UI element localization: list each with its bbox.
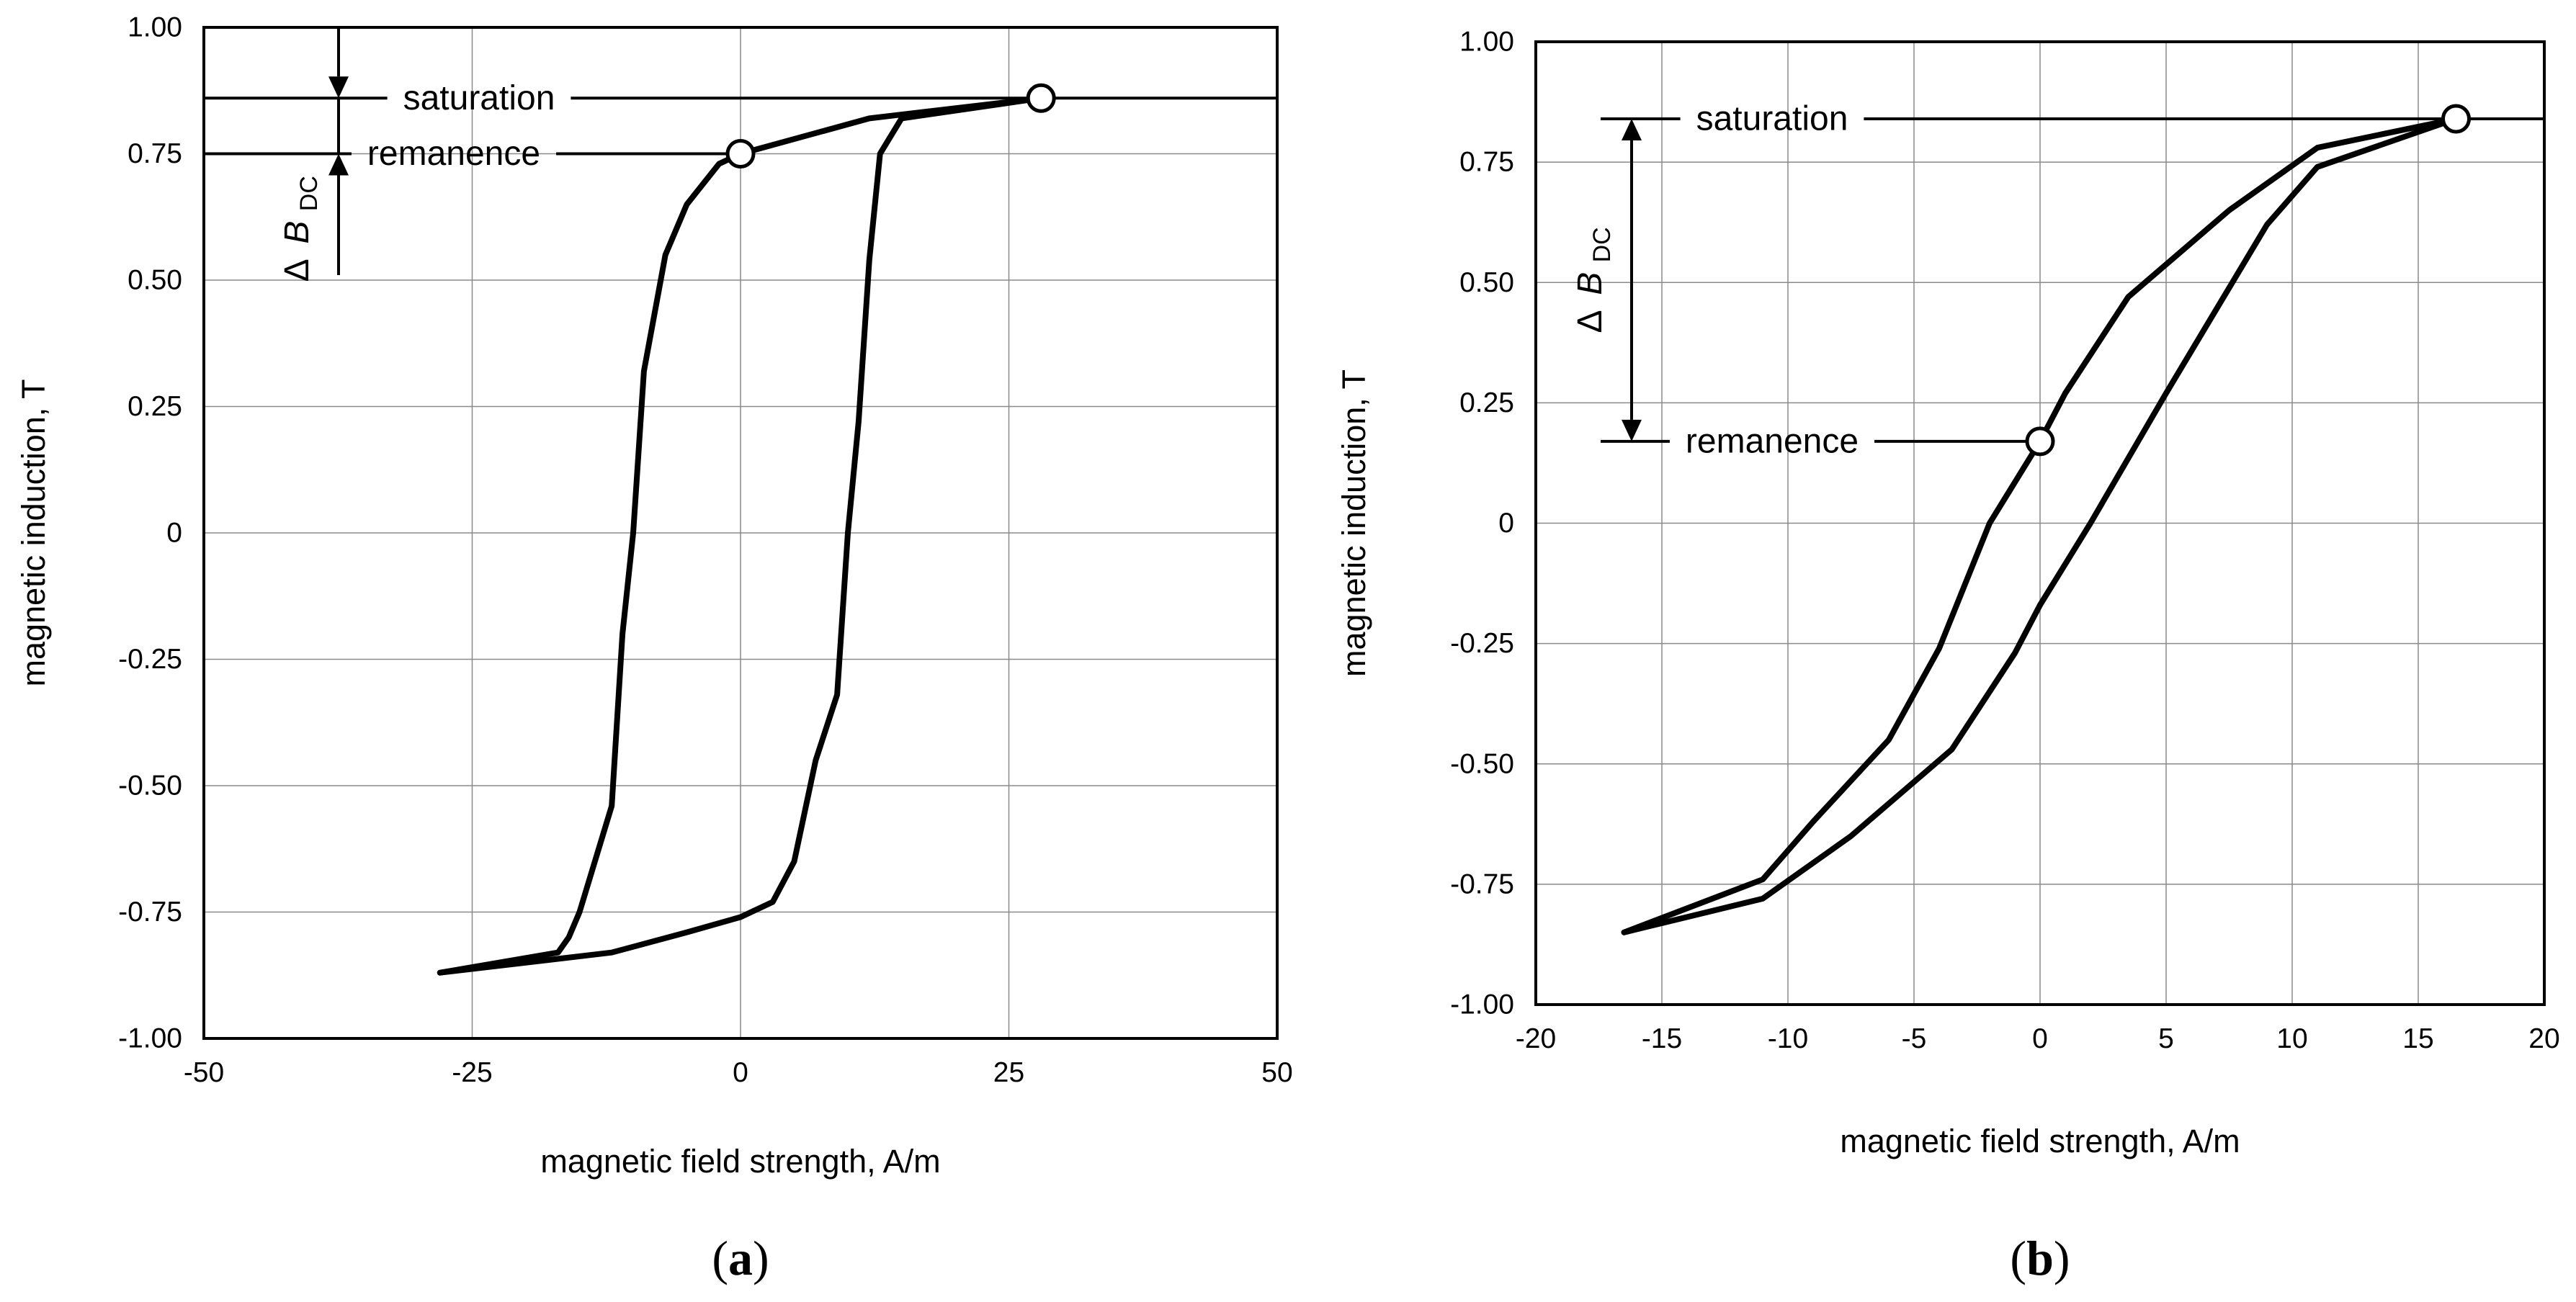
data-markers xyxy=(2025,104,2471,457)
ascending-branch-curve xyxy=(1621,116,2459,935)
delta-b-dc-label: Δ B DC xyxy=(278,176,323,282)
data-markers xyxy=(725,83,1056,169)
x-axis-label: magnetic field strength, A/m xyxy=(540,1143,940,1180)
x-tick-label: 5 xyxy=(2158,1023,2174,1054)
remanence-label: remanence xyxy=(367,135,540,173)
x-tick-label: 20 xyxy=(2528,1023,2559,1054)
remanence-point-marker xyxy=(725,139,756,169)
y-tick-label: -0.25 xyxy=(118,644,182,675)
plot-frame xyxy=(202,26,1279,1040)
y-axis-label: magnetic induction, T xyxy=(1336,369,1372,677)
y-tick-label: 0 xyxy=(166,518,182,549)
y-tick-label: 0.50 xyxy=(1459,267,1514,298)
y-tick-label: -0.50 xyxy=(118,771,182,802)
delta-subscript: DC xyxy=(1588,227,1616,262)
caption-close-paren: ) xyxy=(2054,1231,2070,1285)
x-axis-label: magnetic field strength, A/m xyxy=(1840,1123,2240,1159)
panel-a: -50 -25 0 25 50 -1.00 -0.75 -0.50 -0.25 0 0.25 0.5… xyxy=(15,12,1293,1286)
y-tick-label: 1.00 xyxy=(1459,27,1514,58)
x-tick-label: -50 xyxy=(184,1057,224,1088)
x-tick-label: -10 xyxy=(1768,1023,1808,1054)
saturation-label: saturation xyxy=(1696,99,1848,138)
y-tick-label: 1.00 xyxy=(128,12,182,43)
y-tick-label: -0.50 xyxy=(1450,748,1514,779)
delta-b-letter: B xyxy=(1571,272,1609,295)
saturation-label: saturation xyxy=(403,79,555,117)
x-tick-label: -25 xyxy=(452,1057,492,1088)
x-tick-label: -20 xyxy=(1516,1023,1556,1054)
x-tick-label: -15 xyxy=(1642,1023,1682,1054)
delta-subscript: DC xyxy=(295,176,323,211)
remanence-label: remanence xyxy=(1686,422,1859,460)
arrow-head-down xyxy=(1622,419,1642,441)
y-tick-label: -1.00 xyxy=(118,1023,182,1054)
x-tick-labels: -20 -15 -10 -5 0 5 10 15 20 xyxy=(1516,1023,2560,1054)
caption-open-paren: ( xyxy=(2010,1231,2026,1285)
caption-letter: a xyxy=(728,1231,753,1285)
x-tick-label: 0 xyxy=(733,1057,748,1088)
y-tick-label: 0.50 xyxy=(128,265,182,296)
x-tick-labels: -50 -25 0 25 50 xyxy=(184,1057,1293,1088)
y-tick-label: 0.25 xyxy=(128,391,182,422)
x-tick-label: 25 xyxy=(993,1057,1024,1088)
y-tick-label: -1.00 xyxy=(1450,989,1514,1020)
y-tick-label: -0.25 xyxy=(1450,628,1514,659)
y-tick-labels: -1.00 -0.75 -0.50 -0.25 0 0.25 0.50 0.75 1.00 xyxy=(118,12,182,1054)
y-tick-labels: -1.00 -0.75 -0.50 -0.25 0 0.25 0.50 0.75 1.00 xyxy=(1450,27,1514,1020)
x-tick-label: 50 xyxy=(1261,1057,1292,1088)
hysteresis-curves xyxy=(437,95,1045,976)
caption-close-paren: ) xyxy=(753,1231,769,1285)
y-tick-label: 0 xyxy=(1498,508,1514,539)
caption-letter: b xyxy=(2026,1231,2054,1285)
delta-b-dc-label: Δ B DC xyxy=(1571,227,1616,333)
delta-symbol: Δ xyxy=(278,259,316,282)
hysteresis-curves xyxy=(1621,116,2459,935)
y-tick-label: -0.75 xyxy=(118,897,182,928)
caption-open-paren: ( xyxy=(712,1231,728,1285)
y-tick-label: 0.75 xyxy=(1459,147,1514,178)
delta-b-letter: B xyxy=(278,221,316,244)
x-tick-label: 0 xyxy=(2032,1023,2048,1054)
plot-frame xyxy=(1534,40,2546,1006)
x-tick-label: 15 xyxy=(2402,1023,2433,1054)
panel-caption-a: (a) xyxy=(712,1231,769,1285)
y-tick-label: 0.75 xyxy=(128,138,182,169)
y-tick-label: 0.25 xyxy=(1459,387,1514,418)
y-axis-label: magnetic induction, T xyxy=(15,380,52,687)
panel-b: -20 -15 -10 -5 0 5 10 15 20 -1.00 -0.75 -0.50 -0.25… xyxy=(1336,27,2560,1286)
x-tick-label: 10 xyxy=(2276,1023,2307,1054)
grid-lines xyxy=(1536,42,2544,1005)
annotation-lines xyxy=(1601,117,2544,443)
descending-branch-curve xyxy=(437,95,1045,976)
y-tick-label: -0.75 xyxy=(1450,868,1514,899)
panel-caption-b: (b) xyxy=(2010,1231,2070,1285)
x-tick-label: -5 xyxy=(1902,1023,1927,1054)
delta-symbol: Δ xyxy=(1571,311,1609,333)
annotation-lines xyxy=(204,27,1277,275)
grid-lines xyxy=(204,27,1277,1038)
arrow-head-up xyxy=(1622,118,1642,140)
ascending-branch-curve xyxy=(437,95,1045,976)
saturation-point-marker xyxy=(2441,104,2471,134)
saturation-point-marker xyxy=(1026,83,1056,113)
remanence-point-marker xyxy=(2025,426,2055,457)
arrow-head-down xyxy=(328,76,349,99)
descending-branch-curve xyxy=(1621,116,2459,935)
arrow-head-up xyxy=(328,153,349,176)
